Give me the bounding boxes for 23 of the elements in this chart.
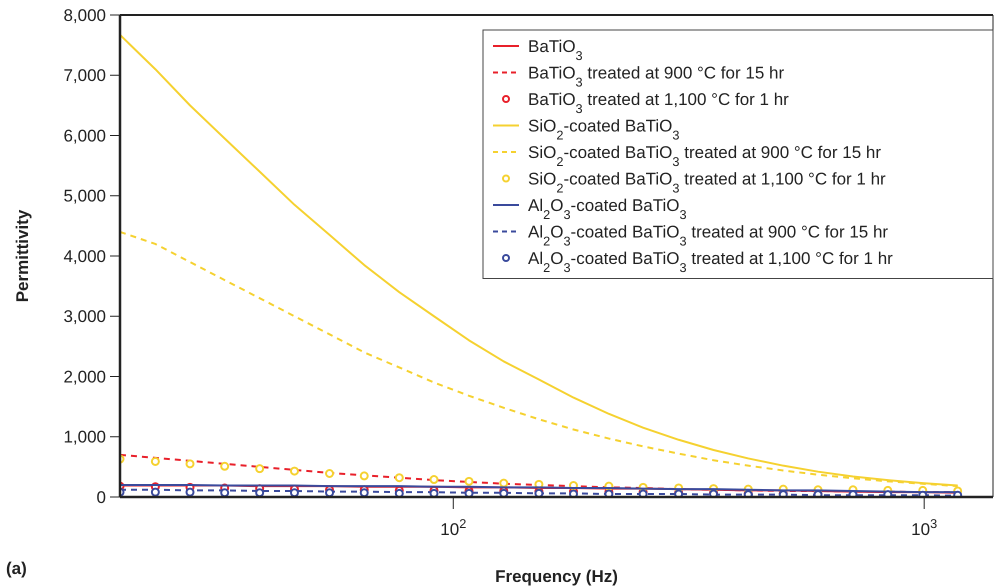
legend-label: SiO$_{2}$-coated BaTiO$_{3}$ treated at 900 °C for 15 hr bbox=[528, 143, 882, 168]
y-tick-label: 4,000 bbox=[63, 246, 106, 266]
legend-label: SiO$_{2}$-coated BaTiO$_{3}$ bbox=[528, 116, 680, 142]
y-tick-label: 1,000 bbox=[63, 428, 106, 447]
y-tick-label: 5,000 bbox=[63, 186, 106, 206]
x-axis-title: Frequency (Hz) bbox=[495, 567, 618, 586]
legend-label: Al$_{2}$O$_{3}$-coated BaTiO$_{3}$ bbox=[528, 196, 687, 222]
y-tick-label: 0 bbox=[96, 488, 106, 507]
x-tick-label: 10$^{2}$ bbox=[440, 516, 466, 539]
legend-label: BaTiO$_{3}$ treated at 900 °C for 15 hr bbox=[528, 64, 784, 89]
y-axis-title: Permittivity bbox=[13, 209, 32, 302]
y-tick-label: 8,000 bbox=[63, 6, 106, 25]
y-tick-label: 6,000 bbox=[63, 126, 106, 146]
y-tick-label: 3,000 bbox=[63, 307, 106, 326]
y-tick-label: 7,000 bbox=[63, 66, 106, 86]
legend-label: SiO$_{2}$-coated BaTiO$_{3}$ treated at 1,100 °C for 1 hr bbox=[528, 170, 886, 195]
y-tick-label: 2,000 bbox=[63, 367, 106, 386]
x-tick-label: 10$^{3}$ bbox=[911, 516, 938, 539]
legend-label: Al$_{2}$O$_{3}$-coated BaTiO$_{3}$ treated at 1,100 °C for 1 hr bbox=[528, 249, 894, 274]
legend-label: BaTiO$_{3}$ bbox=[528, 37, 583, 62]
legend-label: Al$_{2}$O$_{3}$-coated BaTiO$_{3}$ treated at 900 °C for 15 hr bbox=[528, 222, 888, 248]
legend-label: BaTiO$_{3}$ treated at 1,100 °C for 1 hr bbox=[528, 90, 790, 116]
text: (a) bbox=[6, 559, 27, 578]
